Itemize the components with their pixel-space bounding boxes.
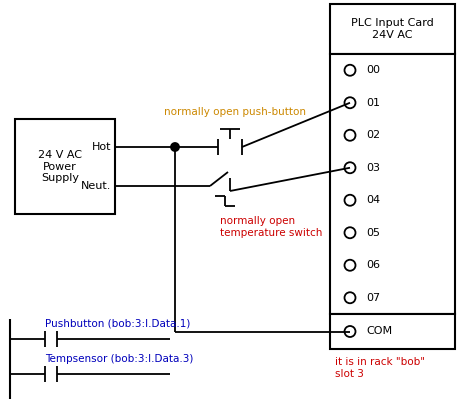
Text: PLC Input Card
24V AC: PLC Input Card 24V AC <box>351 18 434 40</box>
Bar <box>330 314 455 349</box>
Text: 06: 06 <box>366 260 380 270</box>
Text: normally open
temperature switch: normally open temperature switch <box>220 216 322 238</box>
Text: Neut.: Neut. <box>80 181 111 191</box>
Bar <box>330 4 455 54</box>
Text: normally open push-button: normally open push-button <box>164 107 306 117</box>
Text: 00: 00 <box>366 65 380 75</box>
Text: it is in rack "bob"
slot 3: it is in rack "bob" slot 3 <box>335 357 425 379</box>
Bar <box>330 54 455 314</box>
Circle shape <box>171 143 179 151</box>
Text: 05: 05 <box>366 228 380 238</box>
Bar <box>15 119 115 214</box>
Text: Tempsensor (bob:3:I.Data.3): Tempsensor (bob:3:I.Data.3) <box>45 354 193 364</box>
Text: 07: 07 <box>366 293 380 303</box>
Text: 01: 01 <box>366 98 380 108</box>
Text: 04: 04 <box>366 195 380 205</box>
Text: Hot: Hot <box>92 142 111 152</box>
Text: 24 V AC
Power
Supply: 24 V AC Power Supply <box>38 150 82 183</box>
Text: 03: 03 <box>366 163 380 173</box>
Text: 02: 02 <box>366 130 380 140</box>
Text: Pushbutton (bob:3:I.Data.1): Pushbutton (bob:3:I.Data.1) <box>45 319 190 329</box>
Text: COM: COM <box>366 326 392 337</box>
